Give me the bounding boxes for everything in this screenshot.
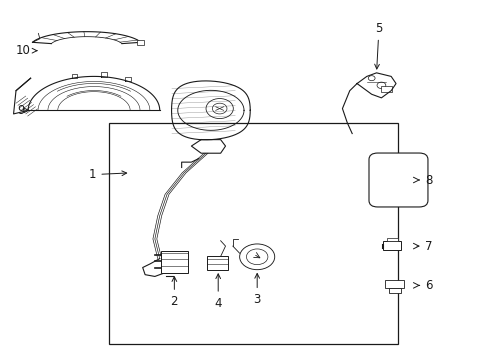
Bar: [385, 280, 404, 288]
Bar: [381, 86, 392, 93]
Text: 1: 1: [89, 168, 126, 181]
Text: 3: 3: [253, 274, 261, 306]
Text: 5: 5: [375, 22, 383, 69]
Bar: [207, 256, 228, 270]
Text: 2: 2: [171, 277, 178, 308]
Bar: [137, 40, 144, 45]
Text: 8: 8: [425, 174, 433, 186]
Text: 6: 6: [425, 279, 433, 292]
Text: 4: 4: [215, 274, 222, 310]
Bar: [383, 241, 401, 250]
Bar: [109, 123, 398, 344]
Text: 7: 7: [425, 240, 433, 253]
Bar: [161, 251, 188, 273]
FancyBboxPatch shape: [369, 153, 428, 207]
Text: 9: 9: [17, 104, 28, 117]
Text: 10: 10: [16, 44, 37, 57]
Bar: [389, 288, 401, 293]
Bar: [387, 238, 398, 241]
